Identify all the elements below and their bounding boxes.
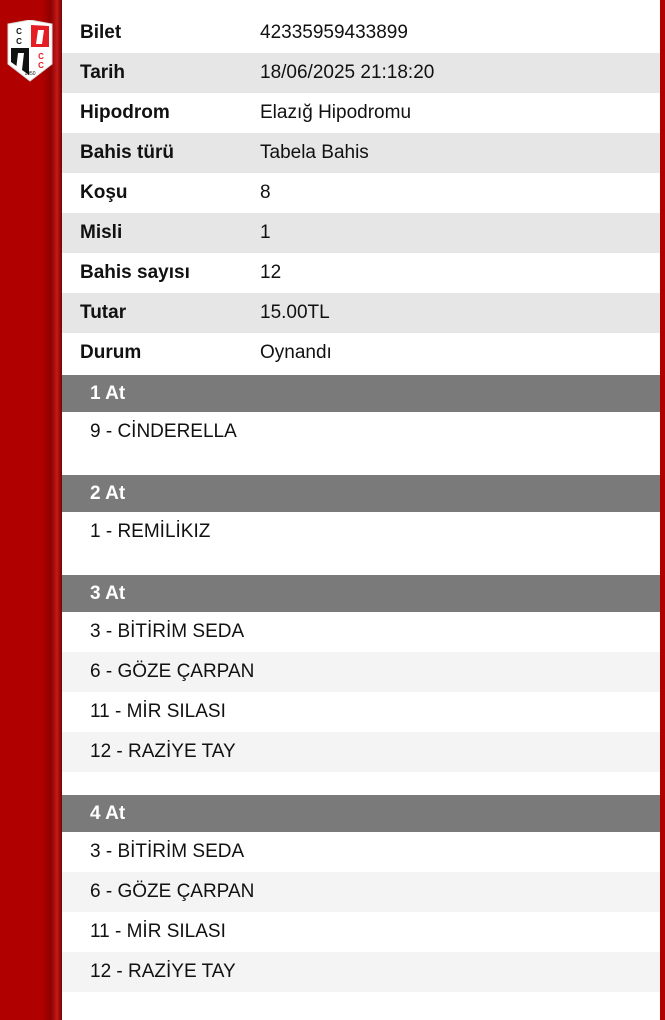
horse-item: 12 - RAZİYE TAY <box>62 952 660 992</box>
ticket-label: Tarih <box>80 62 126 83</box>
ticket-details: Bilet 42335959433899 Tarih 18/06/2025 21:18… <box>62 13 660 1015</box>
section-header: 1 At <box>62 375 660 412</box>
horse-item: 12 - RAZİYE TAY <box>62 732 660 772</box>
horse-section: 3 At 3 - BİTİRİM SEDA 6 - GÖZE ÇARPAN 11 - … <box>62 575 660 795</box>
ticket-label: Bilet <box>80 22 122 43</box>
ticket-row: Misli 1 <box>62 213 660 253</box>
section-header: 2 At <box>62 475 660 512</box>
horse-item: 1 - REMİLİKIZ <box>90 521 211 542</box>
ticket-label: Hipodrom <box>80 102 170 123</box>
ticket-value: Oynandı <box>260 342 332 363</box>
horse-section: 2 At 1 - REMİLİKIZ <box>62 475 660 575</box>
ticket-value: 12 <box>260 262 282 283</box>
horse-item: 6 - GÖZE ÇARPAN <box>62 652 660 692</box>
svg-text:C: C <box>16 37 22 46</box>
horse-section: 4 At 3 - BİTİRİM SEDA 6 - GÖZE ÇARPAN 11 - … <box>62 795 660 1015</box>
ticket-row: Durum Oynandı <box>62 333 660 373</box>
right-edge-bar <box>660 0 665 1020</box>
horse-item: 11 - MİR SILASI <box>90 921 226 942</box>
horse-item: 9 - CİNDERELLA <box>90 421 237 442</box>
ticket-label: Durum <box>80 342 142 363</box>
ticket-row: Bahis türü Tabela Bahis <box>62 133 660 173</box>
ticket-value: 15.00TL <box>260 302 330 323</box>
ticket-row: Tutar 15.00TL <box>62 293 660 333</box>
svg-text:1950: 1950 <box>24 71 35 77</box>
svg-text:C: C <box>16 27 22 36</box>
horse-section: 1 At 9 - CİNDERELLA <box>62 375 660 475</box>
horse-item: 6 - GÖZE ÇARPAN <box>62 872 660 912</box>
sidebar: C C C C 1950 <box>0 0 62 1020</box>
ticket-row: Tarih 18/06/2025 21:18:20 <box>62 53 660 93</box>
ticket-label: Bahis türü <box>80 142 174 163</box>
svg-text:C: C <box>38 61 44 70</box>
svg-text:C: C <box>38 52 44 61</box>
ticket-value: 18/06/2025 21:18:20 <box>260 62 435 83</box>
horse-item: 3 - BİTİRİM SEDA <box>90 841 245 862</box>
club-logo: C C C C 1950 <box>7 20 53 82</box>
ticket-row: Bilet 42335959433899 <box>62 13 660 53</box>
ticket-row: Bahis sayısı 12 <box>62 253 660 293</box>
section-header: 3 At <box>62 575 660 612</box>
ticket-row: Koşu 8 <box>62 173 660 213</box>
ticket-value: Tabela Bahis <box>260 142 369 163</box>
ticket-label: Koşu <box>80 182 128 203</box>
ticket-value: Elazığ Hipodromu <box>260 102 412 123</box>
section-header: 4 At <box>62 795 660 832</box>
ticket-label: Bahis sayısı <box>80 262 190 283</box>
horse-item: 3 - BİTİRİM SEDA <box>90 621 245 642</box>
ticket-value: 8 <box>260 182 271 203</box>
ticket-row: Hipodrom Elazığ Hipodromu <box>62 93 660 133</box>
ticket-value: 1 <box>260 222 271 243</box>
ticket-value: 42335959433899 <box>260 22 408 43</box>
ticket-label: Misli <box>80 222 123 243</box>
ticket-label: Tutar <box>80 302 127 323</box>
horse-item: 11 - MİR SILASI <box>90 701 226 722</box>
